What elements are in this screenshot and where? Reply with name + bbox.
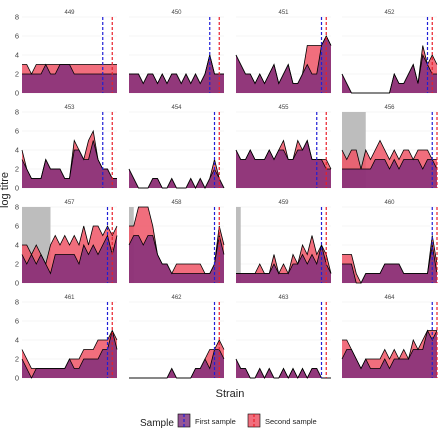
y-tick-label: 8: [15, 298, 19, 307]
panel-454: 454: [128, 105, 225, 189]
legend: Sample First sample Second sample: [140, 413, 317, 429]
y-tick-label: 8: [15, 203, 19, 212]
first-sample-line: [129, 54, 224, 85]
panel-453: 453 0 2 4 6 8: [15, 105, 117, 193]
first-sample-line: [21, 234, 118, 275]
panel-460: 460: [342, 200, 438, 284]
panel-label: 457: [64, 200, 75, 206]
panel-label: 452: [384, 10, 395, 16]
first-sample-line: [235, 139, 331, 170]
first-sample-line: [235, 35, 332, 85]
y-tick-label: 0: [15, 279, 19, 288]
shade-region: [236, 207, 241, 283]
first-sample-area: [342, 330, 437, 378]
y-tick-label: 8: [15, 13, 19, 22]
panel-456: 456: [341, 105, 438, 189]
first-sample-area: [22, 64, 117, 93]
panel-450: 450: [129, 10, 224, 94]
y-tick-label: 6: [15, 222, 19, 231]
legend-title: Sample: [140, 418, 174, 429]
first-sample-area: [236, 140, 331, 188]
first-sample-line: [22, 63, 117, 75]
first-sample-area: [236, 36, 331, 93]
first-sample-area: [129, 349, 224, 378]
panel-463: 463: [235, 295, 331, 379]
y-tick-label: 0: [15, 374, 19, 383]
y-tick-label: 6: [15, 317, 19, 326]
first-sample-line: [342, 244, 438, 284]
panel-label: 449: [64, 10, 75, 16]
panel-label: 451: [278, 10, 289, 16]
first-sample-line: [21, 140, 117, 179]
first-sample-line: [235, 358, 331, 379]
first-sample-area: [129, 235, 224, 283]
first-sample-line: [21, 330, 118, 379]
y-tick-label: 2: [15, 355, 19, 364]
panel-label: 456: [384, 105, 395, 111]
y-tick-label: 6: [15, 127, 19, 136]
panel-461: 461 0 2 4 6 8: [15, 295, 118, 383]
panel-label: 454: [171, 105, 182, 111]
panel-label: 461: [64, 295, 75, 301]
legend-label: First sample: [195, 417, 236, 426]
panel-label: 464: [384, 295, 395, 301]
y-axis-title: log titre: [0, 172, 11, 208]
y-tick-label: 4: [15, 146, 19, 155]
x-axis-title: Strain: [216, 388, 245, 400]
panel-457: 457 0 2 4 6 8: [15, 200, 118, 288]
panel-label: 462: [171, 295, 182, 301]
second-sample-line: [341, 139, 437, 170]
first-sample-line: [341, 53, 437, 94]
first-sample-area: [22, 235, 117, 283]
y-tick-label: 2: [15, 70, 19, 79]
panel-462: 462: [129, 295, 225, 379]
first-sample-area: [22, 330, 117, 378]
panel-label: 459: [278, 200, 289, 206]
panel-label: 453: [64, 105, 75, 111]
y-tick-label: 4: [15, 336, 19, 345]
legend-label: Second sample: [265, 417, 317, 426]
y-tick-label: 8: [15, 108, 19, 117]
first-sample-line: [129, 349, 225, 379]
panel-458: 458: [128, 200, 225, 284]
y-tick-label: 4: [15, 241, 19, 250]
panel-label: 463: [278, 295, 289, 301]
panel-label: 460: [384, 200, 395, 206]
y-tick-label: 2: [15, 165, 19, 174]
first-sample-line: [342, 158, 438, 170]
first-sample-area: [342, 159, 437, 188]
panel-451: 451: [235, 10, 332, 94]
panel-464: 464: [341, 295, 438, 379]
y-tick-label: 4: [15, 51, 19, 60]
panel-455: 455: [235, 105, 332, 189]
y-tick-label: 0: [15, 184, 19, 193]
first-sample-area: [22, 140, 117, 188]
y-tick-label: 6: [15, 32, 19, 41]
panel-label: 458: [171, 200, 182, 206]
panel-459: 459: [236, 200, 332, 284]
panel-label: 455: [278, 105, 289, 111]
first-sample-line: [128, 235, 225, 274]
panel-449: 449 0 2 4 6 8: [15, 10, 117, 98]
panel-452: 452: [341, 10, 438, 94]
panel-label: 450: [171, 10, 182, 16]
second-sample-line: [22, 225, 118, 266]
first-sample-line: [128, 168, 225, 189]
first-sample-line: [341, 329, 438, 370]
y-tick-label: 0: [15, 89, 19, 98]
first-sample-area: [129, 169, 224, 188]
y-tick-label: 2: [15, 260, 19, 269]
first-sample-line: [236, 244, 332, 274]
